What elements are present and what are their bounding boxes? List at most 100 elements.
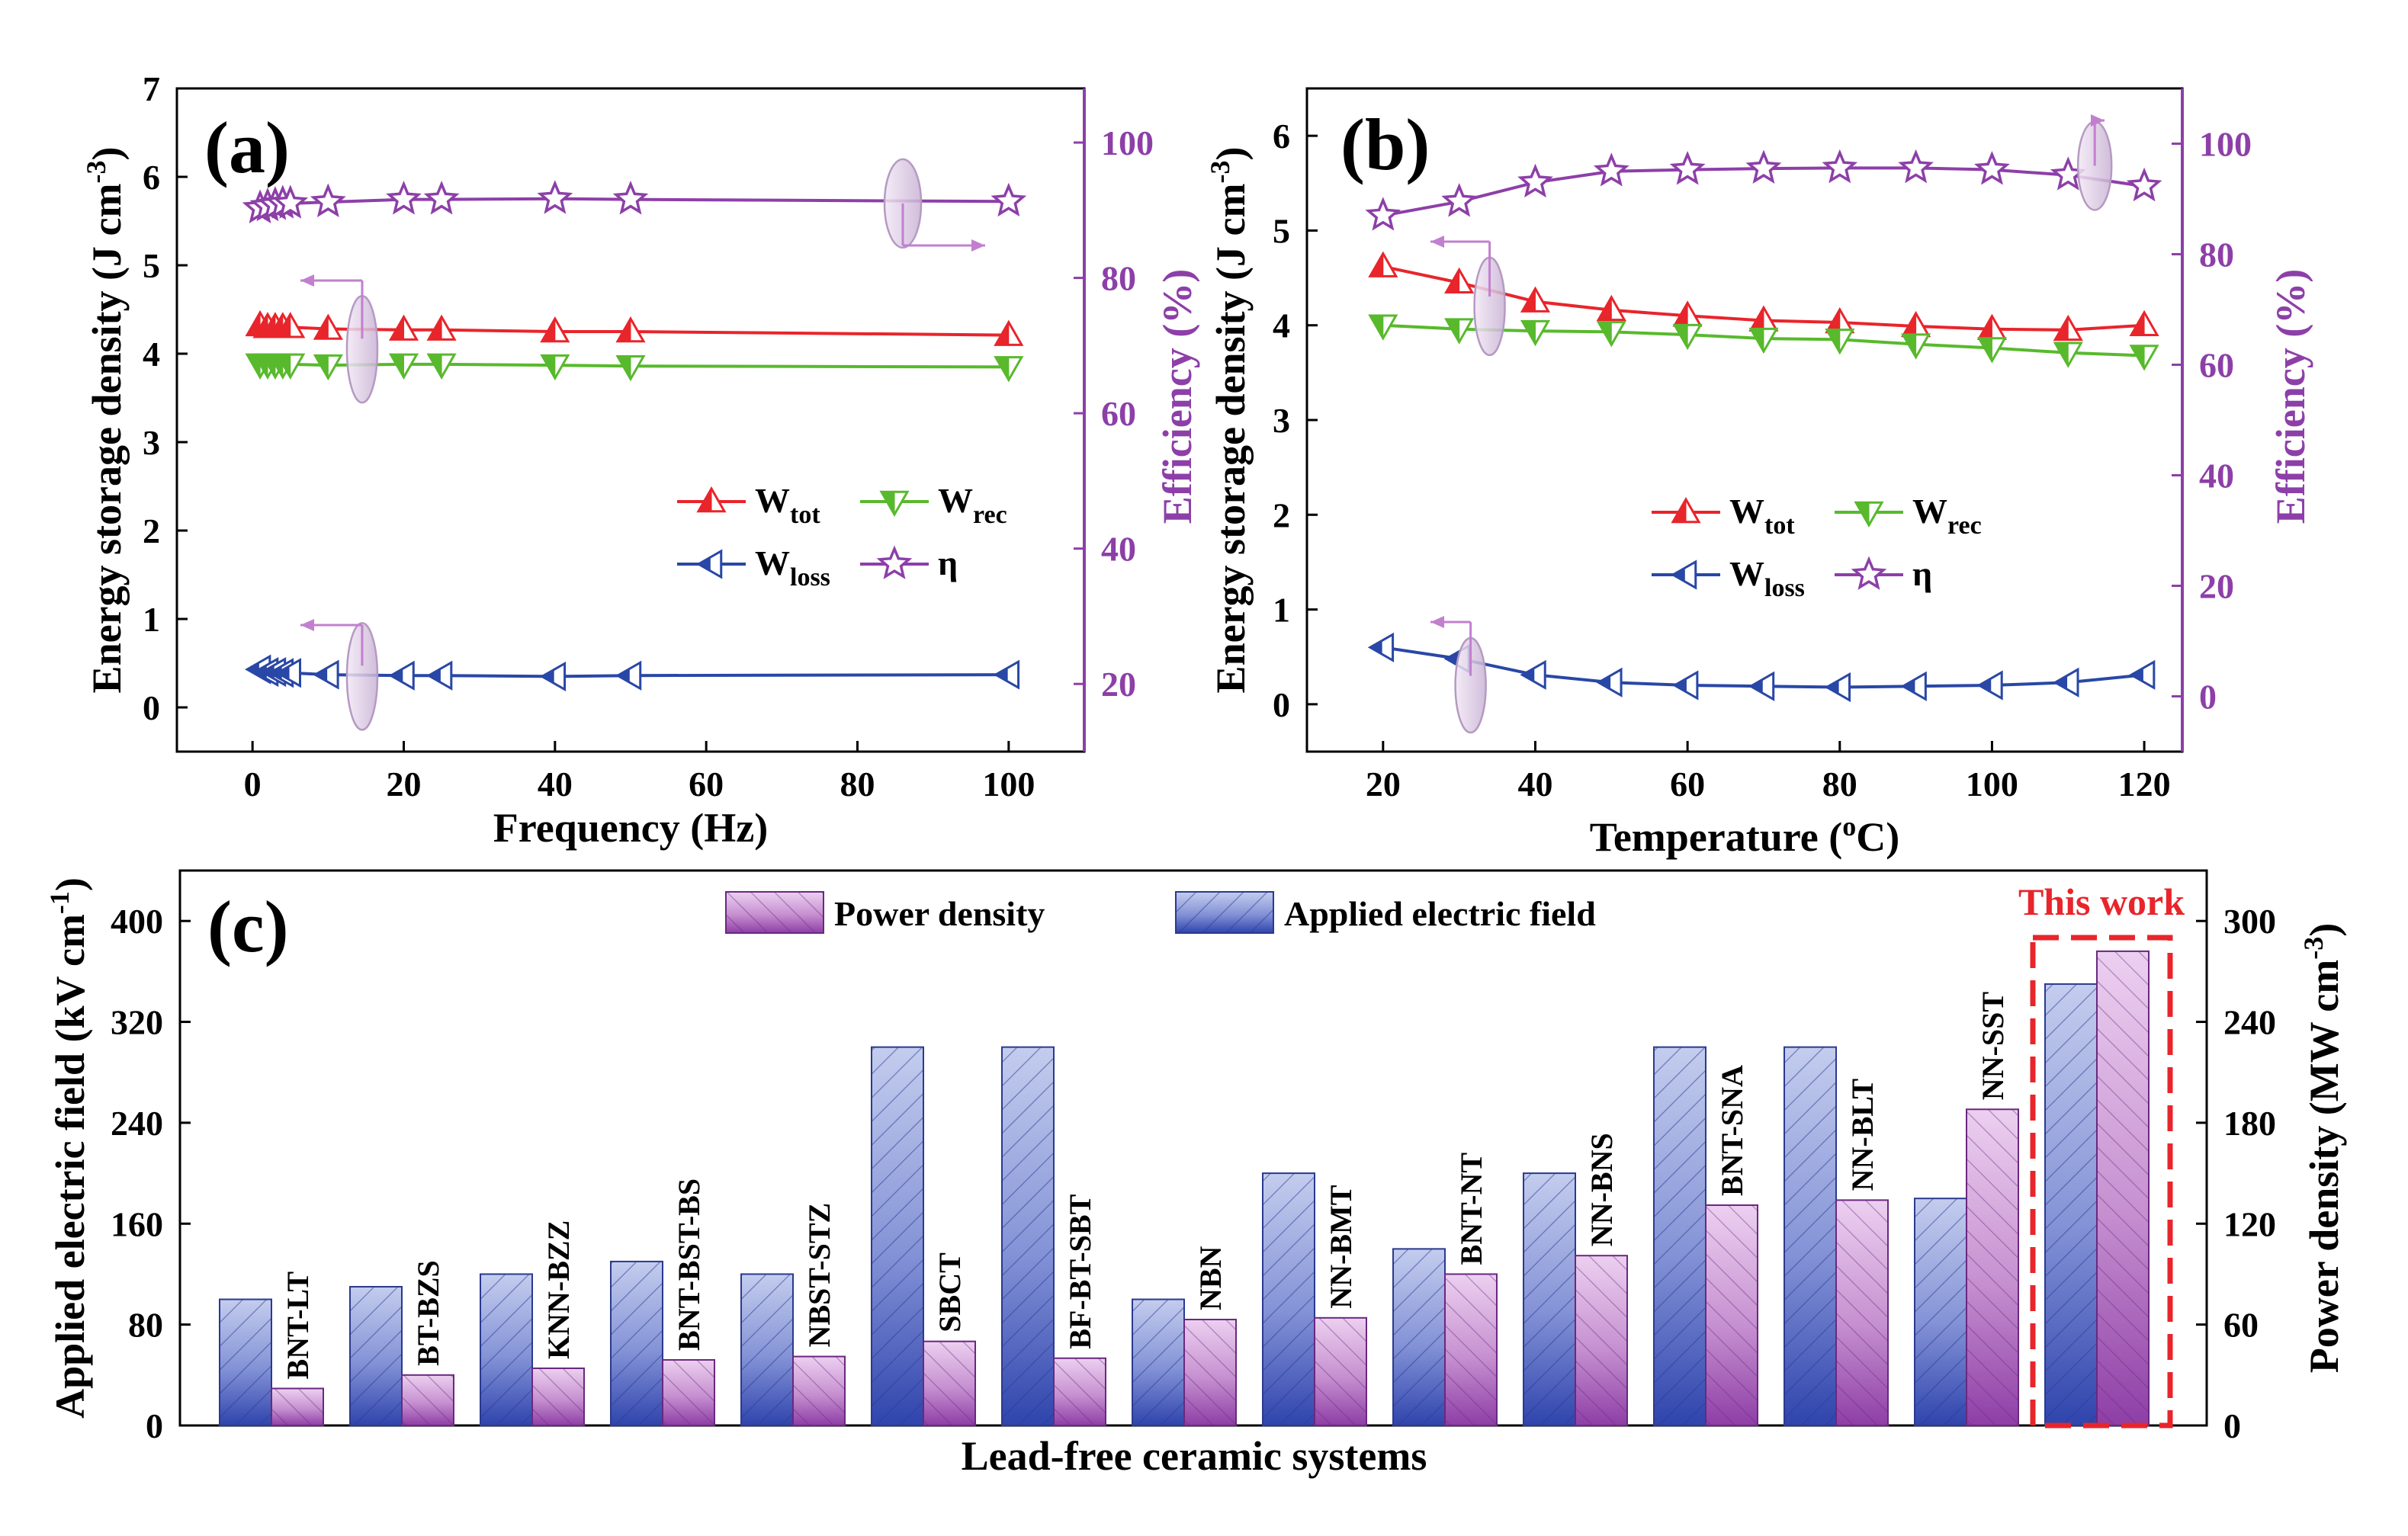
point-eta [310,183,346,218]
point-eta [1898,149,1934,184]
bar-electric-field-hatch [1915,1198,1967,1425]
y-tick-label: 2 [143,511,160,550]
this-work-highlight-box [2030,935,2173,1429]
panel-a-tag: (a) [204,107,290,188]
panel-c-ticks: 0 80 160 240 320 400 0 60 120 180 240 300 [111,902,2276,1445]
y-tick-label: 0 [143,688,160,727]
x-tick-label: 20 [1366,765,1401,803]
y-tick-label: 400 [111,902,163,941]
y2-tick-label: 240 [2223,1003,2276,1042]
point-wrec [1825,329,1855,355]
x-tick-label: 60 [689,765,724,803]
bar-power-density-hatch [1445,1274,1497,1425]
legend-marker-wloss [695,549,723,579]
x-tick-label: 80 [1822,765,1857,803]
point-wtot [2053,314,2083,342]
point-wtot [540,316,570,343]
category-label: NN-BLT [1845,1079,1880,1191]
bar-electric-field-hatch [1393,1249,1445,1425]
point-eta [1822,149,1858,184]
y2-tick-label: 40 [2199,457,2234,495]
point-wloss [313,659,339,690]
bar-power-density-hatch [1967,1109,2018,1425]
point-wloss [1748,671,1775,701]
x-tick-label: 20 [387,765,422,803]
point-eta [272,184,309,219]
y2-tick-label: 100 [1101,123,1154,162]
bar-power-density-hatch [1184,1320,1236,1425]
y-tick-label: 2 [1273,495,1290,534]
legend-electric-field-label: Applied electric field [1284,894,1596,933]
y-tick-label: 320 [111,1003,163,1042]
x-tick-label: 120 [2118,765,2171,803]
point-wrec [540,354,570,381]
point-wtot [275,312,306,338]
category-label: BNT-BST-BS [672,1178,706,1351]
panel-c-ylabel-close: ) [47,877,93,891]
point-eta [2126,167,2162,202]
panel-a-ylabel-close: ) [84,147,130,161]
point-wtot [1368,251,1398,277]
category-label: BF-BT-SBT [1063,1194,1097,1348]
panel-b-y2label: Efficiency (%) [2268,269,2313,524]
category-label: SBCT [933,1252,967,1332]
legend-marker-wrec [879,490,910,518]
bar-power-density-hatch [1706,1205,1758,1425]
y2-tick-label: 80 [1101,259,1136,298]
bar-power-density-hatch [402,1374,454,1425]
panel-b-tag: (b) [1340,104,1430,185]
point-wrec [426,353,457,380]
x-tick-label: 100 [982,765,1035,803]
panel-b-axis-indicators [1430,114,2113,734]
legend-marker-wtot [1671,496,1701,524]
legend-label-wtot: Wtot [755,481,820,529]
point-wloss [539,661,567,691]
panel-b-xlabel-text: Temperature ( [1590,814,1842,860]
point-wloss [1900,671,1927,701]
panel-c-y2label-text: Power density (MW cm [2301,960,2347,1373]
point-wtot [1596,294,1626,322]
panel-c-y2label: Power density (MW cm-3) [2298,923,2347,1373]
y2-tick-label: 80 [2199,236,2234,274]
panel-b-xlabel: Temperature (oC) [1590,811,1899,860]
bar-electric-field-hatch [872,1047,923,1425]
category-label: NN-BNS [1584,1133,1619,1246]
bar-electric-field-hatch [741,1274,793,1425]
y2-tick-label: 20 [2199,567,2234,606]
point-wloss [1520,659,1546,690]
point-eta [1365,197,1401,231]
category-label: NBN [1193,1246,1228,1310]
y-tick-label: 4 [1273,306,1290,345]
y2-tick-label: 40 [1101,530,1136,569]
category-label: BNT-SNA [1715,1065,1749,1196]
legend-electric-field-hatch [1176,892,1273,933]
x-tick-label: 40 [1517,765,1552,803]
panel-c-bars [219,950,2150,1427]
point-wtot [1444,267,1475,294]
panel-a-ylabel-sup: -3 [81,161,111,184]
panel-b-xlabel-close: C) [1856,814,1899,860]
point-wloss [1596,667,1623,697]
indicator-wloss-axis [300,619,379,731]
category-label: BNT-LT [281,1271,315,1380]
panel-c: 0 80 160 240 320 400 0 60 120 180 240 300 BNT-LT BT-… [44,869,2347,1479]
y2-tick-label: 120 [2223,1204,2276,1243]
point-wloss [2129,659,2156,690]
point-wloss [388,660,415,691]
bar-power-density-hatch [2097,951,2149,1425]
point-wloss [1824,672,1851,703]
y-tick-label: 3 [1273,401,1290,440]
y2-tick-label: 300 [2223,902,2276,941]
point-wloss [426,660,453,691]
point-wrec [1368,314,1398,341]
point-wloss [615,660,642,691]
point-eta [1745,149,1782,184]
point-wrec [388,353,419,380]
y2-tick-label: 60 [2223,1306,2259,1345]
panel-a-legend: Wtot Wrec Wloss η [677,481,1007,592]
bar-electric-field-hatch [480,1274,532,1425]
y-tick-label: 6 [1273,117,1290,156]
legend-marker-eta [876,545,913,579]
y2-tick-label: 20 [1101,665,1136,704]
